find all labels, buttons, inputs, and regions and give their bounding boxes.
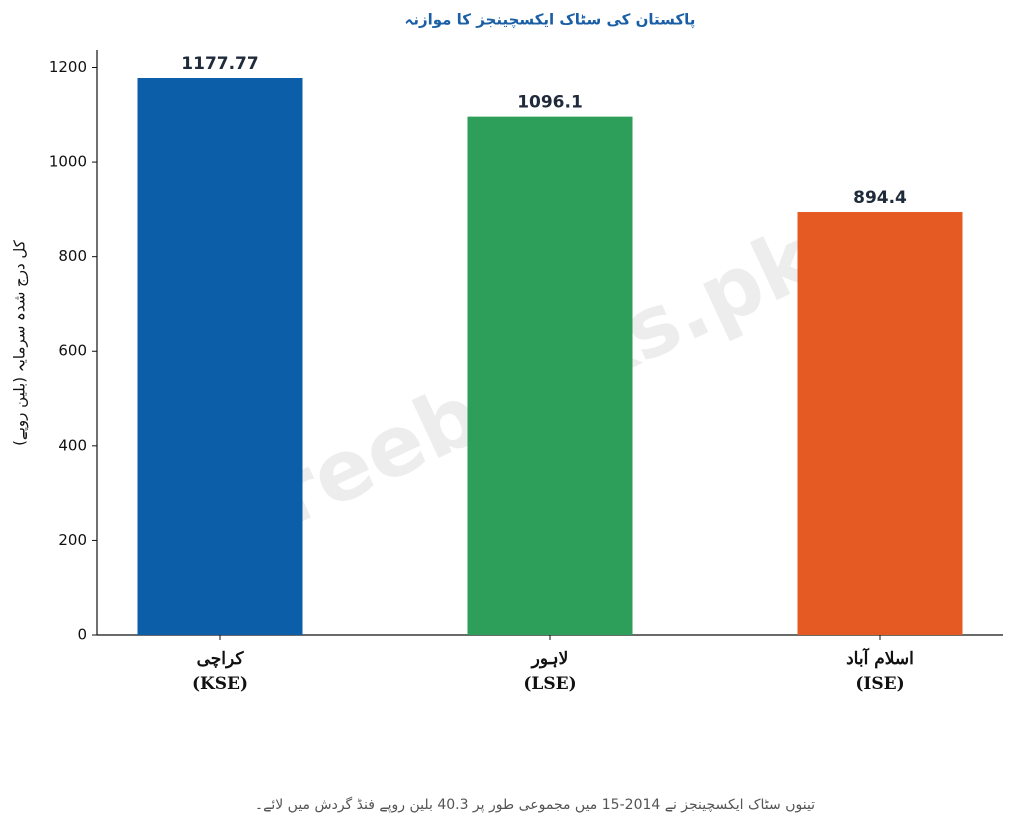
y-tick-label: 0 — [77, 626, 87, 644]
x-tick-label: لاہور (LSE) — [523, 649, 576, 694]
value-label: 1177.77 — [181, 54, 258, 74]
chart-title: پاکستان کی سٹاک ایکسچینجز کا موازنہ — [405, 11, 696, 30]
y-tick-label: 1000 — [49, 153, 87, 171]
x-tick-label: کراچی (KSE) — [192, 649, 248, 694]
bar — [797, 212, 963, 635]
y-tick-label: 400 — [58, 436, 87, 454]
footnote: تینوں سٹاک ایکسچینجز نے 2014-15 میں مجمو… — [255, 796, 815, 813]
y-axis-label: کل درج شدہ سرمایہ (بلین روپے) — [11, 239, 30, 446]
bar — [137, 78, 303, 635]
x-tick-label: اسلام آباد (ISE) — [846, 647, 914, 694]
y-tick-label: 1200 — [49, 58, 87, 76]
y-tick-label: 600 — [58, 342, 87, 360]
value-label: 1096.1 — [517, 93, 583, 113]
y-tick-label: 800 — [58, 247, 87, 265]
value-label: 894.4 — [853, 188, 907, 208]
y-tick-label: 200 — [58, 531, 87, 549]
bar — [467, 116, 633, 635]
